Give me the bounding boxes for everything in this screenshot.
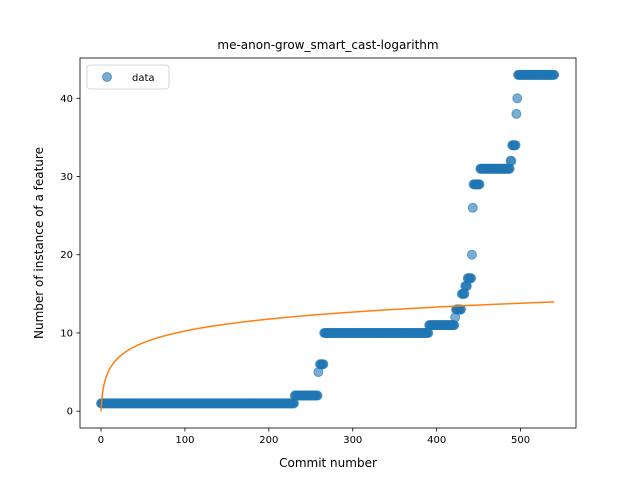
data-point bbox=[510, 140, 521, 151]
data-point bbox=[467, 202, 478, 213]
data-point bbox=[474, 179, 485, 190]
x-tick-label: 300 bbox=[343, 435, 362, 446]
fit-line bbox=[100, 301, 555, 412]
legend: data bbox=[86, 64, 170, 90]
y-tick-label: 20 bbox=[60, 250, 73, 261]
data-point bbox=[313, 367, 324, 378]
legend-marker-data bbox=[102, 72, 112, 82]
plot-frame bbox=[79, 57, 577, 429]
data-point bbox=[549, 69, 560, 80]
data-point bbox=[312, 390, 323, 401]
chart-title: me-anon-grow_smart_cast-logarithm bbox=[217, 38, 438, 52]
data-point bbox=[466, 249, 477, 260]
data-point bbox=[466, 273, 477, 284]
legend-box bbox=[86, 64, 170, 90]
data-point bbox=[506, 155, 517, 166]
x-tick-label: 100 bbox=[175, 435, 194, 446]
y-axis-title: Number of instance of a feature bbox=[32, 147, 46, 339]
y-axis: 0 10 20 30 40 bbox=[60, 94, 80, 418]
x-tick-label: 200 bbox=[259, 435, 278, 446]
data-point bbox=[511, 108, 522, 119]
x-axis-title: Commit number bbox=[279, 456, 377, 470]
y-tick-label: 0 bbox=[67, 407, 73, 418]
y-tick-label: 40 bbox=[60, 94, 73, 105]
x-tick-label: 0 bbox=[98, 435, 104, 446]
y-tick-label: 10 bbox=[60, 328, 73, 339]
plot-area bbox=[95, 69, 560, 412]
x-axis: 0 100 200 300 400 500 bbox=[98, 428, 530, 446]
data-point bbox=[450, 304, 461, 315]
data-point bbox=[318, 359, 329, 370]
x-tick-label: 500 bbox=[511, 435, 530, 446]
y-tick-label: 30 bbox=[60, 172, 73, 183]
data-point bbox=[512, 93, 523, 104]
legend-label-data: data bbox=[132, 73, 155, 84]
x-tick-label: 400 bbox=[427, 435, 446, 446]
